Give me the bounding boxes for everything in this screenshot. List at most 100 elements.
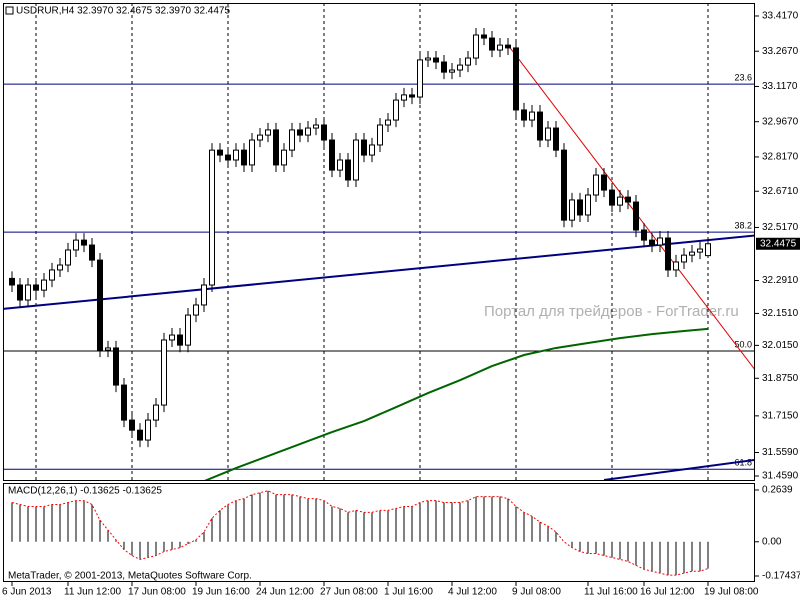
signal-line [11,490,709,576]
y-tick-label: 31.4590 [762,471,799,482]
x-tick-label: 4 Jul 12:00 [448,587,497,598]
candle-body [689,251,695,256]
price-frame [3,3,755,481]
candle-body [625,196,631,203]
candle-body [705,243,711,257]
axes: USDRUR,H4 32.3970 32.4675 32.3970 32.447… [2,3,800,598]
candle-body [457,64,463,71]
level-label: 23.6 [734,72,752,82]
candle-body [321,124,327,141]
y-tick-label: 32.9670 [762,116,799,127]
candle-body [649,239,655,246]
candle-body [273,129,279,166]
candle-body [289,129,295,151]
candle-body [81,239,87,246]
y-tick-label: 31.5590 [762,447,799,458]
candle-body [297,129,303,136]
y-tick-label: 0.2639 [762,485,793,496]
candle-body [233,149,239,161]
candle-body [641,229,647,241]
y-tick-label: 33.2670 [762,46,799,57]
y-tick-label: 32.1510 [762,308,799,319]
candle-body [665,237,671,271]
candle-body [553,127,559,151]
candle-body [377,124,383,146]
candle-body [385,119,391,126]
candle-body [545,127,551,141]
watermark: Портал для трейдеров - ForTrader.ru [484,303,739,320]
current-price-label: 32.4475 [760,238,797,249]
candle-body [441,61,447,73]
candle-body [185,314,191,346]
candle-body [449,69,455,73]
x-tick-label: 11 Jun 12:00 [64,587,122,598]
y-tick-label: 32.2910 [762,275,799,286]
candle-body [25,284,31,301]
x-tick-label: 27 Jun 08:00 [320,587,378,598]
y-tick-label: -0.17437 [762,571,800,582]
candle-body [425,57,431,61]
trend-line [603,458,755,481]
candle-body [57,264,63,271]
y-tick-label: 32.8170 [762,152,799,163]
candle-body [121,384,127,421]
candle-body [673,261,679,271]
candle-body [17,284,23,301]
candle-body [497,44,503,51]
y-tick-label: 32.5170 [762,222,799,233]
x-tick-label: 6 Jun 2013 [2,587,52,598]
candle-body [481,34,487,39]
candle-body [209,149,215,286]
y-tick-label: 31.7150 [762,410,799,421]
candle-body [697,248,703,253]
candle-body [97,259,103,351]
x-tick-label: 24 Jun 12:00 [256,587,314,598]
chart-title: USDRUR,H4 32.3970 32.4675 32.3970 32.447… [16,6,230,17]
candle-body [281,149,287,166]
candle-body [153,404,159,421]
candle-body [217,149,223,156]
candle-body [65,249,71,266]
level-label: 61.8 [734,458,752,468]
candle-body [169,334,175,341]
candle-body [633,201,639,231]
candle-body [465,57,471,66]
candle-body [257,134,263,141]
x-tick-label: 17 Jun 08:00 [128,587,186,598]
candle-body [353,139,359,181]
candle-body [393,99,399,121]
candle-body [569,199,575,221]
current-price-box [756,237,800,250]
candle-body [137,429,143,441]
level-label: 50.0 [734,339,752,349]
candle-body [577,199,583,216]
candle-body [305,127,311,136]
candle-body [145,419,151,441]
macd-pane [11,490,709,576]
y-tick-label: 33.4170 [762,11,799,22]
title-icon [5,6,14,15]
candle-body [561,149,567,221]
candle-body [409,94,415,98]
candle-body [537,111,543,141]
candle-body [73,239,79,251]
candle-body [609,189,615,206]
candle-body [49,269,55,281]
candle-body [249,139,255,166]
y-tick-label: 0.00 [762,536,782,547]
macd-title: MACD(12,26,1) -0.13625 -0.13625 [8,486,162,497]
candle-body [617,196,623,206]
candle-body [265,129,271,136]
candle-body [329,139,335,171]
x-tick-label: 11 Jul 16:00 [584,587,638,598]
candle-body [89,244,95,261]
candle-body [361,139,367,156]
candle-body [585,194,591,216]
candle-body [681,254,687,263]
candle-body [225,154,231,161]
candle-body [161,339,167,406]
candle-body [313,124,319,129]
candle-body [401,94,407,101]
